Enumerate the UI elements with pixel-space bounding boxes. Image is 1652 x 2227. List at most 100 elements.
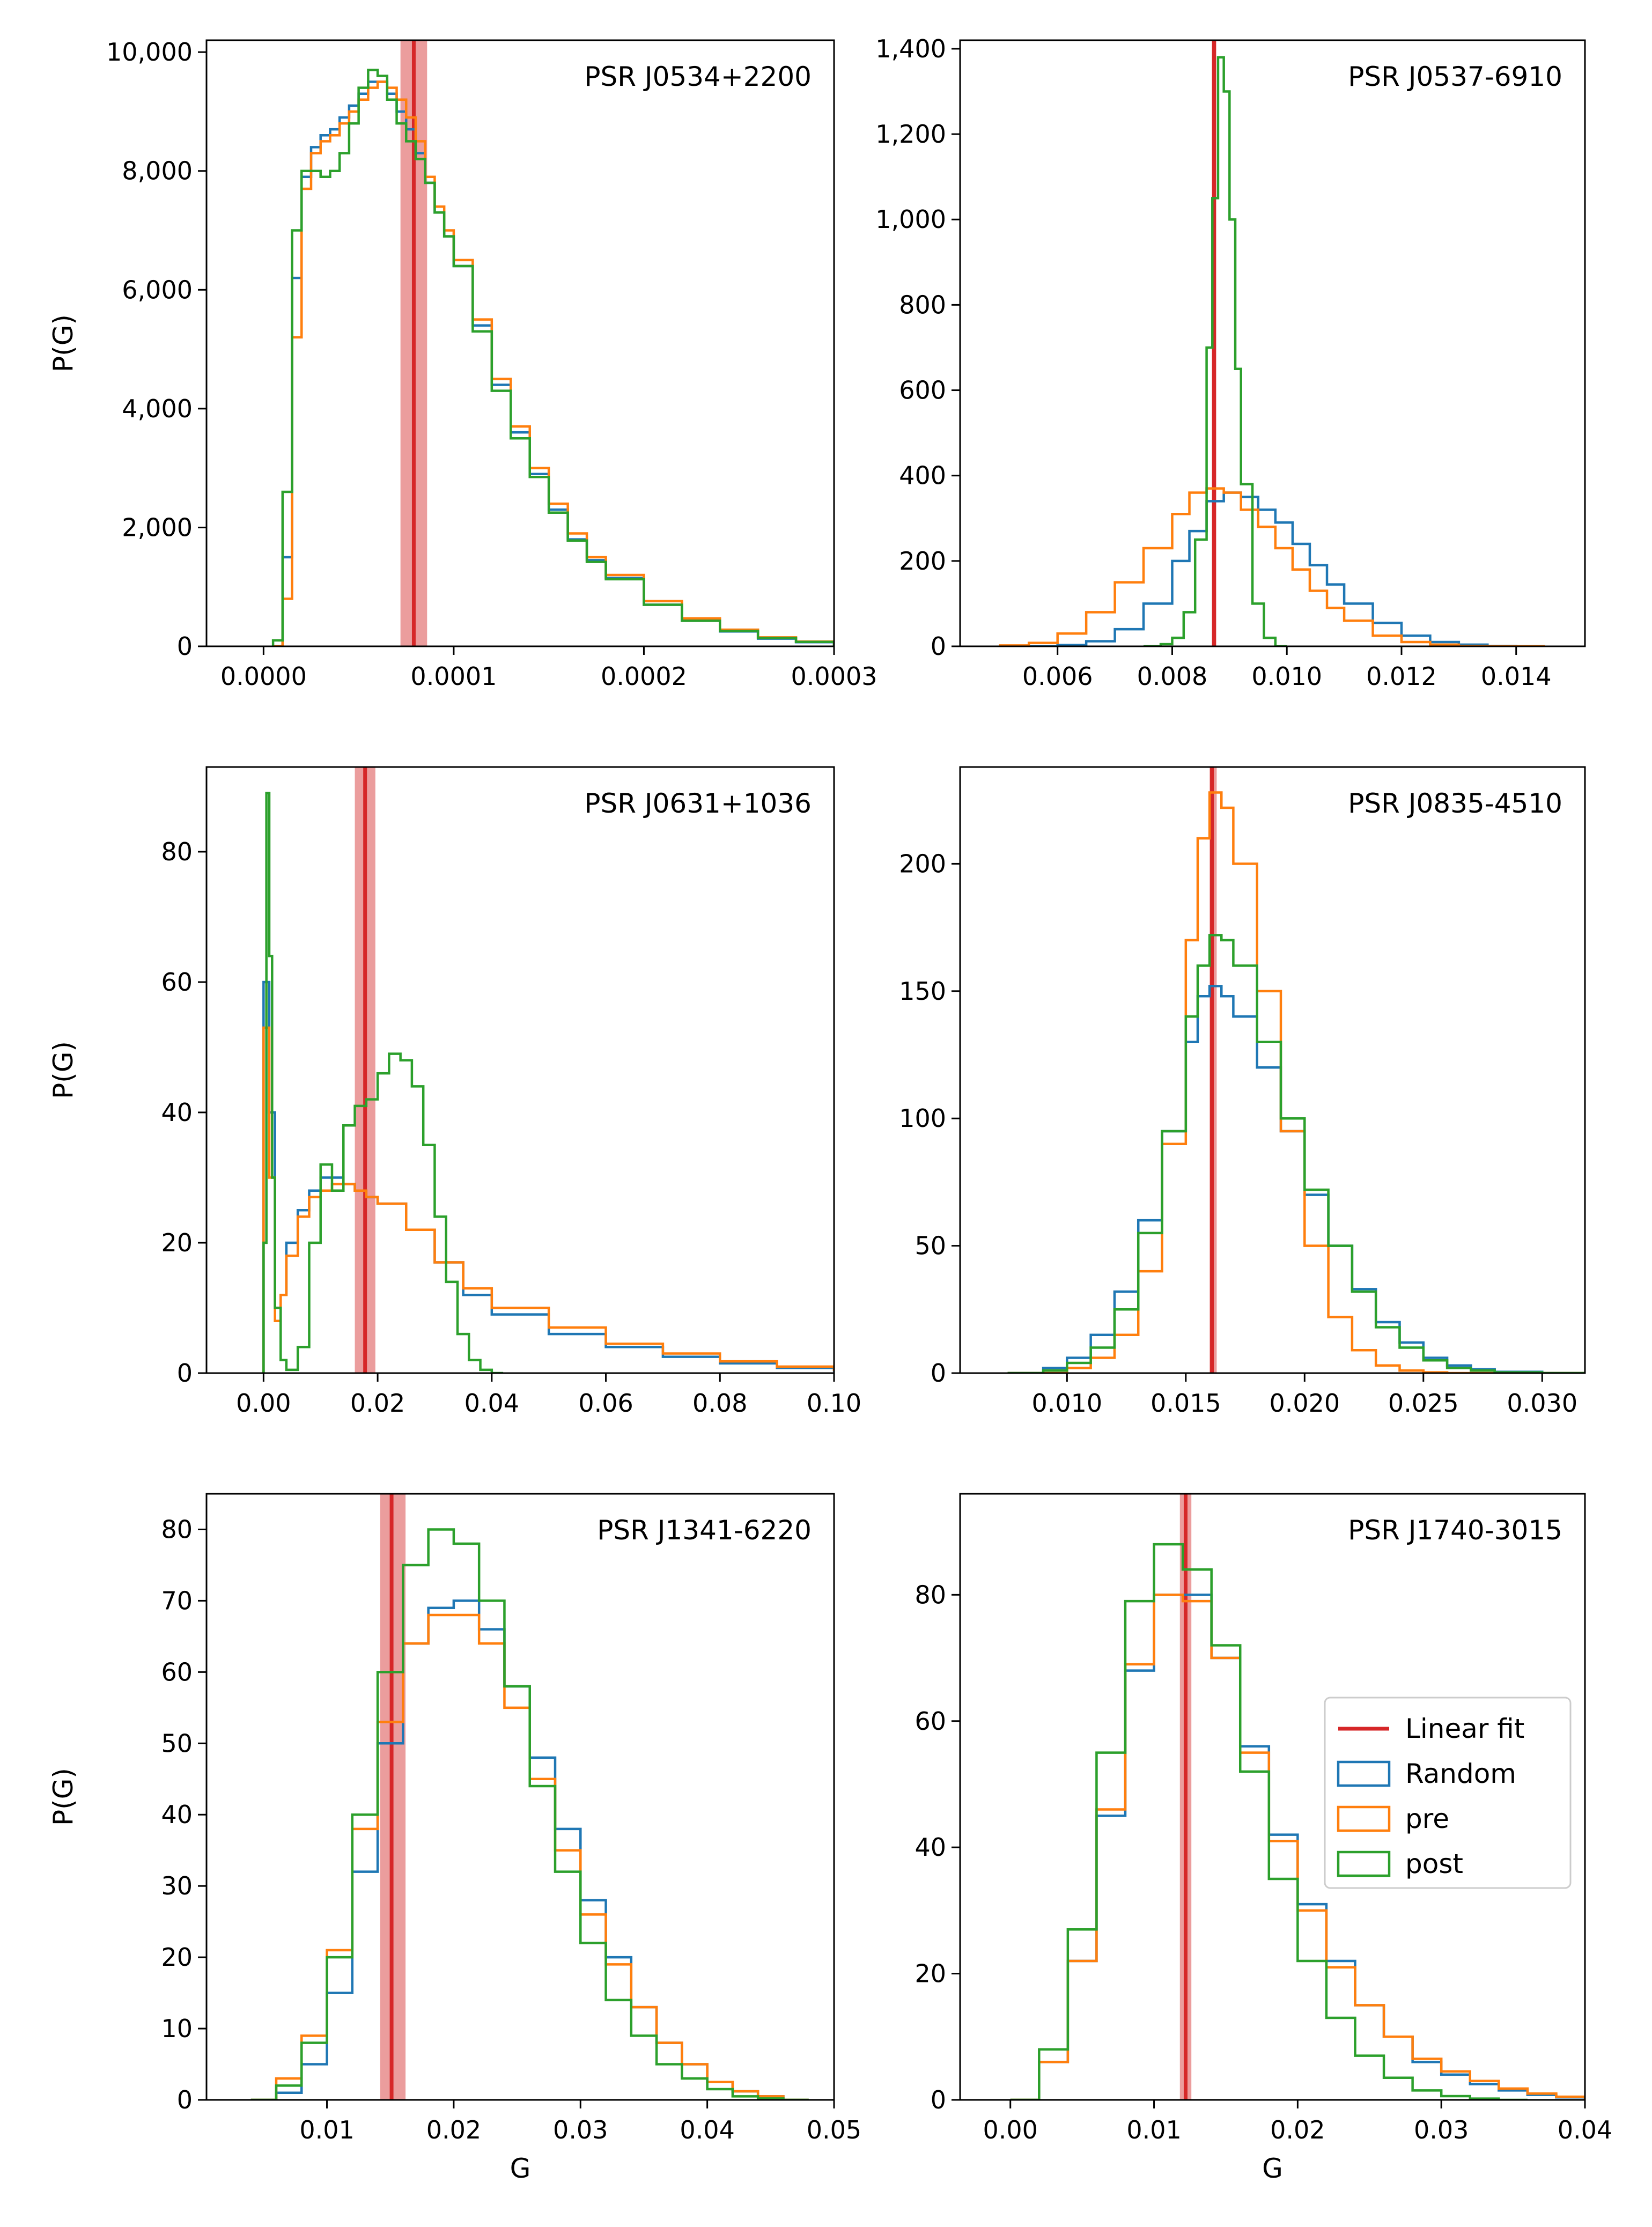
panel-4: 0.010 0.015 0.020 0.025 0.030 0 50 100 150 200 PSR… — [899, 766, 1586, 1418]
x-tick-label: 0.010 — [1251, 662, 1322, 691]
y-tick-label: 20 — [914, 1959, 946, 1988]
panel-title: PSR J0537-6910 — [1348, 61, 1562, 92]
y-tick-label: 0 — [177, 632, 193, 661]
y-tick-label: 0 — [931, 2085, 946, 2114]
y-tick-label: 50 — [914, 1232, 946, 1260]
panel-title: PSR J0835-4510 — [1348, 788, 1562, 819]
axes-frame — [205, 766, 835, 1374]
y-tick-label: 400 — [899, 461, 946, 490]
plot-area — [1010, 1494, 1585, 2100]
x-axis-label: G — [1262, 2153, 1283, 2184]
y-tick-label: 10 — [161, 2014, 193, 2043]
panel-title: PSR J0631+1036 — [584, 788, 812, 819]
x-tick-label: 0.008 — [1137, 662, 1208, 691]
x-tick-label: 0.012 — [1366, 662, 1437, 691]
y-tick-label: 4,000 — [122, 394, 193, 423]
x-tick-label: 0.10 — [807, 1389, 861, 1418]
y-tick-label: 40 — [161, 1098, 193, 1127]
x-tick-label: 0.01 — [299, 2115, 354, 2144]
series-post — [250, 1528, 809, 2100]
panel-title: PSR J1341-6220 — [597, 1515, 812, 1546]
y-tick-label: 0 — [931, 1359, 946, 1388]
y-tick-label: 20 — [161, 1943, 193, 1972]
y-tick-label: 0 — [177, 2085, 193, 2114]
y-tick-label: 80 — [161, 837, 193, 866]
x-tick-label: 0.030 — [1507, 1389, 1577, 1418]
legend-box — [1324, 1697, 1572, 1889]
x-tick-label: 0.025 — [1388, 1389, 1459, 1418]
series-pre — [1010, 1594, 1585, 2100]
legend: Linear fit Random pre post — [1324, 1697, 1572, 1889]
panel-3: 0.00 0.02 0.04 0.06 0.08 0.10 0 20 40 60 80 PSR J06… — [48, 766, 861, 1418]
y-tick-label: 10,000 — [106, 38, 193, 67]
x-tick-label: 0.006 — [1022, 662, 1093, 691]
panel-1: 0.0000 0.0001 0.0002 0.0003 0 2,000 4,000 6,000… — [48, 38, 877, 691]
axes-frame — [959, 766, 1586, 1374]
y-tick-label: 2,000 — [122, 513, 193, 542]
x-axis-label: G — [510, 2153, 531, 2184]
y-tick-label: 80 — [914, 1580, 946, 1609]
y-axis-label: P(G) — [48, 1768, 79, 1826]
axes-frame — [205, 1493, 835, 2101]
axes-frame — [205, 39, 835, 647]
x-tick-label: 0.02 — [1270, 2115, 1325, 2144]
y-tick-label: 200 — [899, 849, 946, 878]
y-tick-label: 30 — [161, 1871, 193, 1900]
x-tick-label: 0.06 — [578, 1389, 633, 1418]
y-tick-label: 0 — [177, 1359, 193, 1388]
y-tick-label: 40 — [161, 1800, 193, 1829]
x-tick-label: 0.00 — [983, 2115, 1038, 2144]
plot-area — [271, 40, 834, 646]
y-tick-label: 60 — [161, 1657, 193, 1686]
y-axis-label: P(G) — [48, 1041, 79, 1099]
y-tick-label: 70 — [161, 1586, 193, 1615]
x-tick-label: 0.014 — [1481, 662, 1552, 691]
x-tick-label: 0.0003 — [791, 662, 877, 691]
y-tick-label: 100 — [899, 1104, 946, 1133]
y-tick-label: 8,000 — [122, 157, 193, 186]
series-post — [271, 69, 834, 646]
series-pre — [1007, 791, 1585, 1373]
x-tick-label: 0.010 — [1031, 1389, 1102, 1418]
y-tick-label: 800 — [899, 290, 946, 319]
y-tick-label: 1,000 — [875, 205, 946, 234]
x-tick-label: 0.03 — [553, 2115, 608, 2144]
x-tick-label: 0.0000 — [220, 662, 307, 691]
x-tick-label: 0.01 — [1126, 2115, 1181, 2144]
legend-swatch-random — [1337, 1760, 1391, 1787]
x-tick-label: 0.015 — [1150, 1389, 1221, 1418]
x-tick-label: 0.04 — [1558, 2115, 1612, 2144]
axes-frame — [959, 39, 1586, 647]
plot-area — [1007, 767, 1585, 1373]
legend-label-random: Random — [1405, 1758, 1516, 1789]
series-pre — [262, 1026, 834, 1373]
y-tick-label: 6,000 — [122, 275, 193, 304]
series-post — [1010, 1543, 1528, 2100]
legend-label-linear-fit: Linear fit — [1405, 1713, 1524, 1744]
x-tick-label: 0.02 — [350, 1389, 405, 1418]
x-tick-label: 0.020 — [1269, 1389, 1340, 1418]
series-random — [1000, 491, 1545, 646]
series-post — [262, 792, 504, 1373]
x-tick-label: 0.02 — [426, 2115, 481, 2144]
y-tick-label: 50 — [161, 1729, 193, 1758]
x-tick-label: 0.04 — [464, 1389, 519, 1418]
y-tick-label: 150 — [899, 977, 946, 1006]
plot-area — [250, 1494, 809, 2100]
legend-label-post: post — [1405, 1848, 1463, 1879]
panel-title: PSR J1740-3015 — [1348, 1515, 1562, 1546]
y-tick-label: 1,200 — [875, 120, 946, 149]
y-tick-label: 600 — [899, 376, 946, 405]
x-tick-label: 0.08 — [692, 1389, 747, 1418]
y-tick-label: 60 — [161, 968, 193, 997]
x-tick-label: 0.05 — [807, 2115, 861, 2144]
panel-title: PSR J0534+2200 — [584, 61, 812, 92]
y-tick-label: 40 — [914, 1833, 946, 1862]
series-post — [1144, 56, 1287, 646]
series-post — [1007, 934, 1585, 1373]
panel-5: 0.01 0.02 0.03 0.04 0.05 0 10 20 30 40 50 60 70 80 PSR… — [48, 1493, 861, 2184]
x-tick-label: 0.00 — [236, 1389, 291, 1418]
y-tick-label: 80 — [161, 1515, 193, 1544]
